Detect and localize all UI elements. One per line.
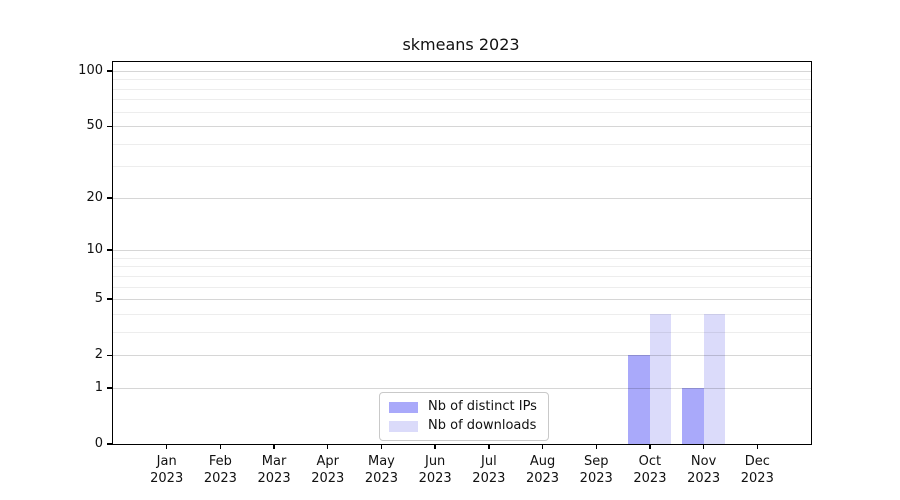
grid-layer: [113, 62, 811, 444]
x-tick-jun: [434, 444, 436, 449]
legend: Nb of distinct IPs Nb of downloads: [379, 392, 549, 441]
x-tick-label-jan: Jan 2023: [140, 453, 194, 487]
y-tick-label-0: 0: [94, 436, 103, 451]
gridline-major-50: [113, 126, 811, 128]
x-tick-month: Oct: [638, 454, 662, 469]
x-tick-apr: [327, 444, 329, 449]
gridline-major-20: [113, 197, 811, 199]
x-tick-label-oct: Oct 2023: [623, 453, 677, 487]
y-tick-label-5: 5: [94, 291, 103, 307]
x-tick-year: 2023: [579, 471, 613, 486]
x-tick-oct: [649, 444, 651, 449]
gridline-minor-30: [113, 166, 811, 168]
gridline-major-10: [113, 250, 811, 252]
gridline-minor-8: [113, 266, 811, 268]
x-tick-month: Feb: [208, 454, 232, 469]
plot-area: Nb of distinct IPs Nb of downloads 0 1 2 5 10…: [78, 61, 812, 486]
x-tick-year: 2023: [364, 471, 398, 486]
bar-nov-downloads: [703, 313, 726, 444]
y-tick-100: [106, 70, 112, 72]
gridline-major-5: [113, 299, 811, 301]
y-tick-label-20: 20: [86, 189, 103, 205]
legend-swatch: [389, 420, 418, 432]
gridline-major-2: [113, 355, 811, 357]
x-tick-month: Apr: [316, 454, 340, 469]
x-tick-label-apr: Apr 2023: [301, 453, 355, 487]
y-tick-10: [106, 249, 112, 251]
bars-layer: [113, 62, 811, 444]
y-tick-20: [106, 197, 112, 199]
y-tick-50: [106, 125, 112, 127]
x-tick-year: 2023: [203, 471, 237, 486]
x-tick-year: 2023: [418, 471, 452, 486]
x-tick-year: 2023: [472, 471, 506, 486]
x-tick-label-nov: Nov 2023: [677, 453, 731, 487]
x-tick-label-may: May 2023: [354, 453, 408, 487]
y-tick-label-100: 100: [78, 63, 103, 78]
gridline-minor-80: [113, 88, 811, 90]
x-tick-year: 2023: [525, 471, 560, 486]
x-tick-year: 2023: [687, 471, 721, 486]
gridline-minor-9: [113, 257, 811, 259]
y-tick-1: [106, 387, 112, 389]
x-tick-label-dec: Dec 2023: [730, 453, 784, 487]
x-tick-month: May: [368, 454, 395, 469]
x-tick-aug: [541, 444, 544, 449]
gridline-minor-7: [113, 275, 811, 277]
x-tick-sep: [595, 444, 597, 449]
y-tick-5: [106, 298, 112, 300]
x-tick-label-mar: Mar 2023: [247, 453, 301, 487]
gridline-minor-40: [113, 143, 811, 145]
y-tick-2: [106, 354, 112, 356]
y-tick-0: [106, 443, 112, 445]
x-tick-label-sep: Sep 2023: [569, 453, 623, 487]
chart-title: skmeans 2023: [402, 35, 520, 54]
bar-nov-ips: [682, 387, 704, 444]
legend-item-distinct-ips: Nb of distinct IPs: [389, 400, 537, 414]
legend-label: Nb of downloads: [428, 418, 537, 433]
gridline-minor-90: [113, 79, 811, 81]
y-tick-label-10: 10: [86, 242, 103, 258]
x-tick-label-aug: Aug 2023: [516, 453, 570, 487]
x-tick-feb: [219, 444, 222, 449]
x-tick-month: Aug: [529, 454, 556, 469]
x-tick-month: Dec: [744, 454, 770, 469]
bar-oct-ips: [628, 355, 650, 444]
legend-item-downloads: Nb of downloads: [389, 419, 537, 433]
x-tick-year: 2023: [257, 471, 291, 486]
x-tick-mar: [273, 444, 275, 449]
x-tick-month: Jul: [481, 454, 497, 469]
y-tick-label-2: 2: [94, 347, 103, 363]
x-tick-year: 2023: [311, 471, 345, 486]
bar-oct-downloads: [649, 313, 672, 444]
x-tick-label-jun: Jun 2023: [408, 453, 462, 487]
gridline-major-100: [113, 71, 811, 72]
x-tick-month: Nov: [690, 454, 717, 469]
x-tick-jan: [165, 444, 168, 449]
y-tick-label-1: 1: [94, 379, 103, 395]
gridline-minor-60: [113, 111, 811, 113]
gridline-minor-3: [113, 331, 811, 333]
legend-swatch: [389, 401, 418, 413]
x-tick-jul: [488, 444, 490, 449]
legend-label: Nb of distinct IPs: [428, 399, 537, 414]
x-tick-month: Jan: [156, 454, 177, 469]
gridline-minor-4: [113, 313, 811, 315]
gridline-major-1: [113, 387, 811, 389]
x-tick-nov: [702, 444, 705, 449]
x-tick-label-feb: Feb 2023: [193, 453, 247, 487]
x-tick-month: Mar: [261, 454, 287, 469]
x-tick-may: [380, 444, 383, 449]
x-tick-label-jul: Jul 2023: [462, 453, 516, 487]
x-tick-dec: [756, 444, 758, 449]
x-tick-month: Sep: [583, 454, 609, 469]
y-tick-label-50: 50: [86, 118, 103, 134]
x-tick-year: 2023: [150, 471, 184, 486]
x-tick-year: 2023: [633, 471, 667, 486]
x-tick-year: 2023: [740, 471, 774, 486]
x-tick-month: Jun: [424, 454, 446, 469]
gridline-minor-6: [113, 286, 811, 288]
gridline-minor-70: [113, 99, 811, 101]
